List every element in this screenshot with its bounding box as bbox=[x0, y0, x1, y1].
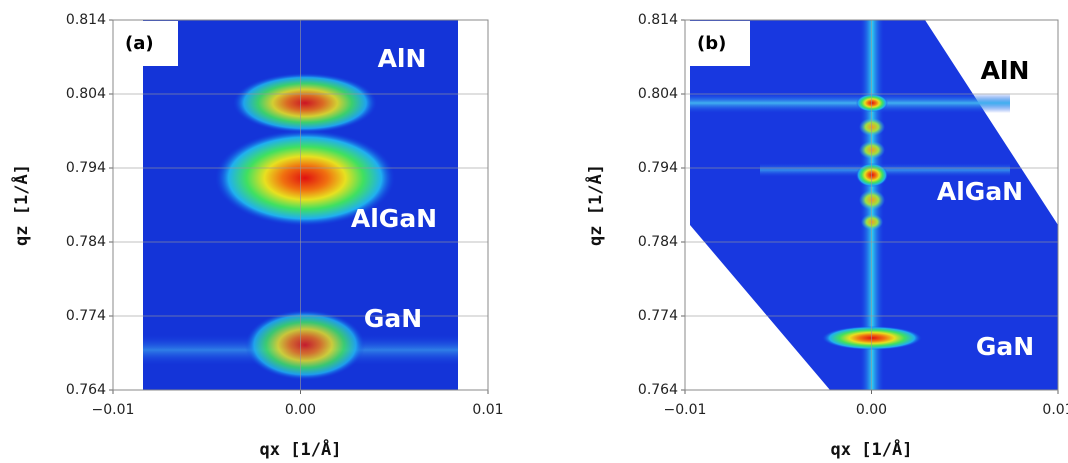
x-tick-label: −0.01 bbox=[664, 402, 707, 418]
y-tick-label: 0.764 bbox=[638, 382, 678, 398]
y-tick-label: 0.794 bbox=[638, 160, 678, 176]
y-tick-label: 0.804 bbox=[66, 86, 106, 102]
y-tick-label: 0.774 bbox=[638, 308, 678, 324]
x-tick-label: 0.00 bbox=[856, 402, 887, 418]
x-tick-label: 0.00 bbox=[285, 402, 316, 418]
x-tick-label: −0.01 bbox=[92, 402, 135, 418]
y-tick-label: 0.794 bbox=[66, 160, 106, 176]
plot-frame bbox=[684, 19, 1059, 391]
x-tick-label: 0.01 bbox=[472, 402, 503, 418]
annotation: AlN bbox=[981, 56, 1030, 85]
y-tick-label: 0.774 bbox=[66, 308, 106, 324]
panel-label-box bbox=[686, 21, 750, 66]
y-tick-label: 0.784 bbox=[638, 234, 678, 250]
annotation: GaN bbox=[364, 304, 422, 333]
x-axis-label: qx [1/Å] bbox=[260, 437, 342, 460]
panel-label: (a) bbox=[125, 33, 154, 54]
annotation: AlGaN bbox=[351, 204, 437, 233]
x-axis-label: qx [1/Å] bbox=[831, 437, 913, 460]
y-tick-label: 0.784 bbox=[66, 234, 106, 250]
annotation: AlN bbox=[378, 44, 427, 73]
plot-frame bbox=[112, 19, 489, 391]
y-tick-label: 0.814 bbox=[638, 12, 678, 28]
annotation: AlGaN bbox=[937, 177, 1023, 206]
panel-label: (b) bbox=[697, 33, 726, 54]
panel-label-box bbox=[114, 21, 178, 66]
y-tick-label: 0.764 bbox=[66, 382, 106, 398]
y-axis-label: qz [1/Å] bbox=[583, 164, 606, 246]
y-tick-label: 0.814 bbox=[66, 12, 106, 28]
y-axis-label: qz [1/Å] bbox=[9, 164, 32, 246]
annotation: GaN bbox=[976, 332, 1034, 361]
x-tick-label: 0.01 bbox=[1042, 402, 1068, 418]
y-tick-label: 0.804 bbox=[638, 86, 678, 102]
